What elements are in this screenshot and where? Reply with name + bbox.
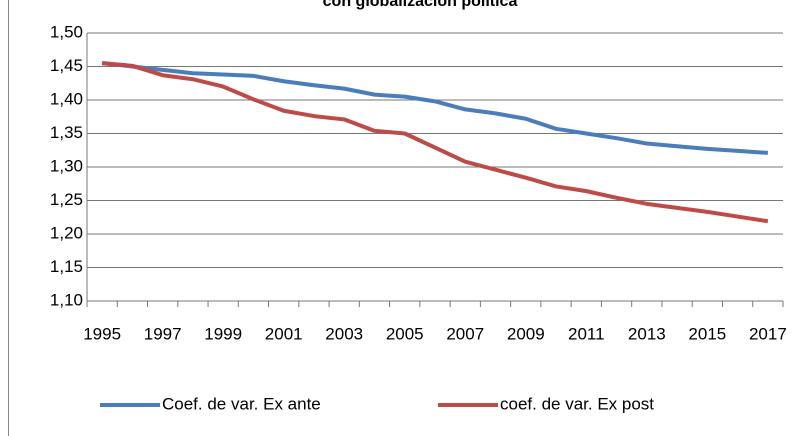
x-tick-label: 2005 (386, 324, 424, 343)
y-tick-label: 1,35 (50, 123, 83, 142)
y-tick-label: 1,40 (50, 89, 83, 108)
x-tick-label: 2017 (749, 324, 787, 343)
x-tick-label: 2011 (568, 324, 605, 343)
x-tick-label: 2013 (628, 324, 666, 343)
y-tick-label: 1,25 (50, 190, 83, 209)
x-tick-label: 1999 (204, 324, 242, 343)
y-tick-label: 1,50 (50, 22, 83, 41)
x-tick-label: 1995 (83, 324, 121, 343)
series-line (101, 61, 769, 155)
x-tick-label: 2009 (507, 324, 545, 343)
series-line (101, 61, 769, 224)
y-tick-label: 1,10 (50, 290, 83, 309)
y-tick-label: 1,30 (50, 156, 83, 175)
chart-title: con globalización política (323, 0, 518, 10)
x-tick-label: 2015 (688, 324, 726, 343)
y-tick-label: 1,45 (50, 56, 83, 75)
y-tick-label: 1,20 (50, 223, 83, 242)
legend-label: Coef. de var. Ex ante (162, 394, 321, 413)
x-tick-label: 2007 (446, 324, 484, 343)
legend-label: coef. de var. Ex post (500, 394, 654, 413)
chart-frame (8, 0, 9, 436)
x-tick-label: 2003 (325, 324, 363, 343)
y-tick-label: 1,15 (50, 257, 83, 276)
x-tick-label: 2001 (265, 324, 303, 343)
x-tick-label: 1997 (144, 324, 182, 343)
